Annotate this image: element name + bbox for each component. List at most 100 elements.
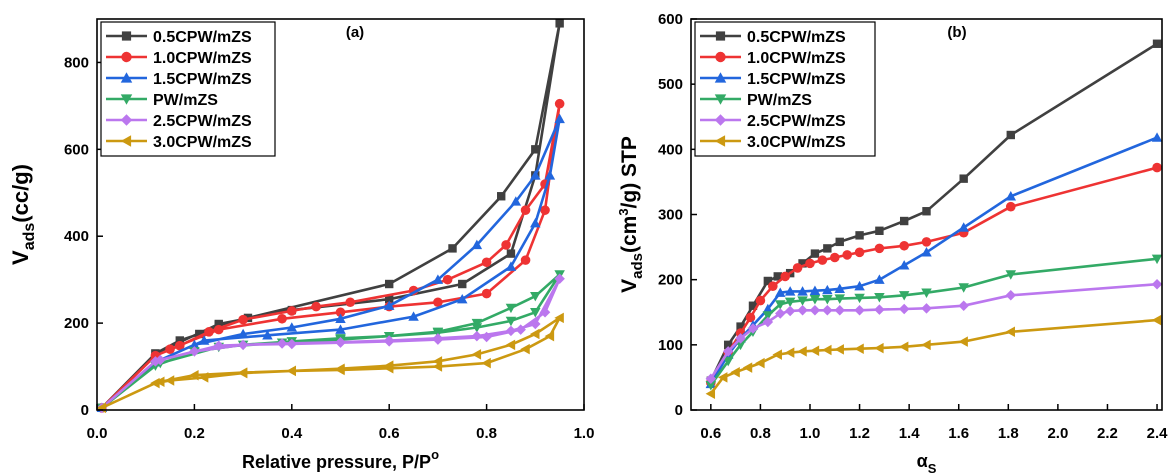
charta-data-point xyxy=(286,365,296,377)
charta-legend-entry: 1.5CPW/mZS xyxy=(153,71,252,88)
chartb-data-point xyxy=(834,305,845,316)
chartb-data-point xyxy=(854,280,865,291)
chartb-data-point xyxy=(898,291,910,301)
chartb-data-point xyxy=(717,372,728,383)
charta-data-point xyxy=(345,297,356,308)
charta-data-point xyxy=(213,340,224,351)
charta-data-point xyxy=(335,336,346,348)
chartb-data-point xyxy=(774,287,786,297)
chartb-data-point xyxy=(762,311,774,321)
chartb-x-tick-label: 1.4 xyxy=(899,425,921,442)
chartb-legend-entry: 1.5CPW/mZS xyxy=(747,71,846,88)
chartb-data-point xyxy=(1006,130,1015,140)
charta-data-point xyxy=(204,327,214,337)
charta-data-point xyxy=(471,349,482,360)
chartb-data-point xyxy=(822,295,833,305)
chartb-legend-marker xyxy=(714,114,727,126)
chart-b: 0.6 0.8 1.0 1.2 1.4 1.6 1.8 2.0 2.2 2.4 0 100 200 300… xyxy=(616,11,1168,475)
chartb-data-point xyxy=(742,362,753,373)
chartb-data-point xyxy=(763,276,773,286)
chartb-data-point xyxy=(842,250,852,260)
charta-legend-entry: 1.0CPW/mZS xyxy=(153,50,252,67)
charta-data-point xyxy=(505,303,517,314)
chartb-data-point xyxy=(854,343,864,354)
charta-data-point xyxy=(471,239,483,250)
charta-data-point xyxy=(155,376,165,388)
charta-data-point xyxy=(530,291,541,302)
chartb-data-point xyxy=(772,349,782,360)
chartb-data-point xyxy=(755,357,765,369)
chartb-legend-entry: 2.5CPW/mZS xyxy=(747,113,846,130)
charta-legend-marker xyxy=(120,72,133,83)
chartb-series-2 xyxy=(706,162,1162,388)
chartb-legend-entry: PW/mZS xyxy=(747,92,812,109)
charta-legend-entry: 2.5CPW/mZS xyxy=(153,113,252,130)
chartb-data-point xyxy=(780,271,790,282)
chartb-series-4 xyxy=(705,254,1163,391)
charta-legend-entry: 0.5CPW/mZS xyxy=(153,29,252,46)
chartb-legend-entry: 0.5CPW/mZS xyxy=(747,29,846,46)
charta-legend-marker xyxy=(120,114,133,126)
charta-y-tick-label: 400 xyxy=(64,228,89,245)
charta-data-point xyxy=(554,98,565,109)
charta-data-point xyxy=(432,333,444,344)
charta-y-tick-label: 0 xyxy=(81,402,89,419)
charta-data-point xyxy=(530,318,541,330)
charta-series-6 xyxy=(96,312,564,414)
chartb-data-point xyxy=(774,308,786,319)
chartb-data-point xyxy=(768,281,778,291)
chartb-data-point xyxy=(822,284,833,295)
chartb-y-tick-label: 400 xyxy=(658,141,683,158)
chartb-data-point xyxy=(829,252,840,263)
charta-panel-label: (a) xyxy=(346,24,364,41)
charta-data-point xyxy=(383,360,394,371)
chartb-data-point xyxy=(875,226,884,235)
charta-data-point xyxy=(448,244,457,253)
charta-data-point xyxy=(505,339,516,351)
charta-data-point xyxy=(165,344,175,354)
charta-x-tick-label: 0.4 xyxy=(281,425,303,442)
chart-a: 0.0 0.2 0.4 0.6 0.8 1.0 0 200 400 600 800 (a) 0.5CPW… xyxy=(8,18,594,472)
charta-data-point xyxy=(189,339,200,350)
chartb-data-point xyxy=(792,263,803,273)
chartb-y-tick-label: 0 xyxy=(675,402,683,419)
charta-data-point xyxy=(530,328,540,340)
chartb-series-5 xyxy=(705,278,1163,384)
charta-legend-marker xyxy=(121,31,132,41)
chartb-data-point xyxy=(722,346,734,357)
chartb-data-point xyxy=(1151,278,1163,290)
charta-data-point xyxy=(287,306,297,316)
charta-data-point xyxy=(505,261,517,271)
charta-data-point xyxy=(335,307,346,318)
charta-data-point xyxy=(481,331,492,343)
chartb-legend-marker xyxy=(715,51,726,63)
charta-legend-box xyxy=(100,21,276,157)
chartb-data-point xyxy=(854,293,865,304)
chartb-data-point xyxy=(797,346,807,357)
chartb-data-point xyxy=(810,249,820,258)
chartb-data-point xyxy=(755,295,766,306)
chartb-legend-marker xyxy=(714,135,726,147)
charta-data-point xyxy=(237,328,249,339)
charta-data-point xyxy=(520,255,531,265)
chartb-data-point xyxy=(822,344,832,356)
chartb-data-point xyxy=(762,316,774,328)
charta-y-tick-label: 800 xyxy=(64,54,89,71)
chartb-data-point xyxy=(854,247,865,258)
charta-data-point xyxy=(554,113,565,124)
charta-x-tick-label: 0.0 xyxy=(87,425,108,442)
chartb-y-tick-label: 300 xyxy=(658,207,683,224)
chartb-data-point xyxy=(1005,326,1015,338)
charta-data-point xyxy=(471,323,483,333)
chartb-series-line xyxy=(709,282,1158,380)
chartb-data-point xyxy=(855,231,864,240)
charta-data-point xyxy=(530,308,541,318)
charta-data-point xyxy=(433,297,443,308)
charta-data-point xyxy=(237,339,249,351)
charta-data-point xyxy=(481,257,492,268)
chartb-data-point xyxy=(736,322,745,331)
chartb-data-point xyxy=(1151,254,1163,265)
chartb-data-point xyxy=(748,301,758,310)
chartb-data-point xyxy=(835,237,844,247)
charta-data-point xyxy=(214,319,223,329)
